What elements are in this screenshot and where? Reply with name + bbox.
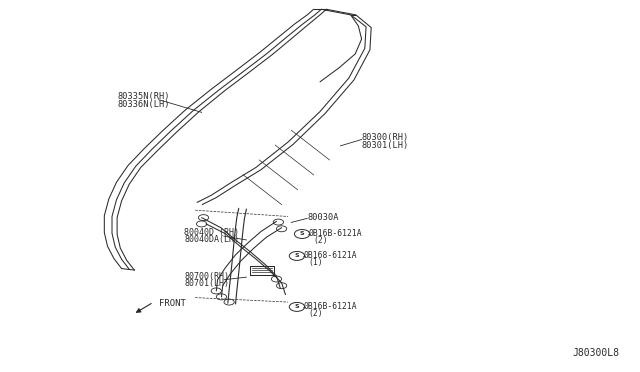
Text: 80040DA(LH): 80040DA(LH) [184,235,239,244]
Text: 0B16B-6121A: 0B16B-6121A [308,230,362,238]
Text: (2): (2) [314,236,328,245]
Text: FRONT: FRONT [159,299,186,308]
Circle shape [289,302,305,311]
Text: 80301(LH): 80301(LH) [362,141,409,150]
Text: S: S [294,304,300,310]
Text: 80335N(RH): 80335N(RH) [117,92,170,101]
Text: (1): (1) [308,258,323,267]
Text: 0B16B-6121A: 0B16B-6121A [303,302,357,311]
Text: 80701(LH): 80701(LH) [184,279,229,288]
Text: 80030A: 80030A [307,213,339,222]
Text: 80700(RH): 80700(RH) [184,272,229,280]
Text: 0B168-6121A: 0B168-6121A [303,251,357,260]
Circle shape [289,251,305,260]
Text: (2): (2) [308,309,323,318]
Text: J80300L8: J80300L8 [573,348,620,358]
Text: S: S [294,253,300,259]
Text: 80040D (RH): 80040D (RH) [184,228,239,237]
Text: 80300(RH): 80300(RH) [362,133,409,142]
Text: S: S [300,231,305,237]
Circle shape [294,230,310,238]
Text: 80336N(LH): 80336N(LH) [117,100,170,109]
